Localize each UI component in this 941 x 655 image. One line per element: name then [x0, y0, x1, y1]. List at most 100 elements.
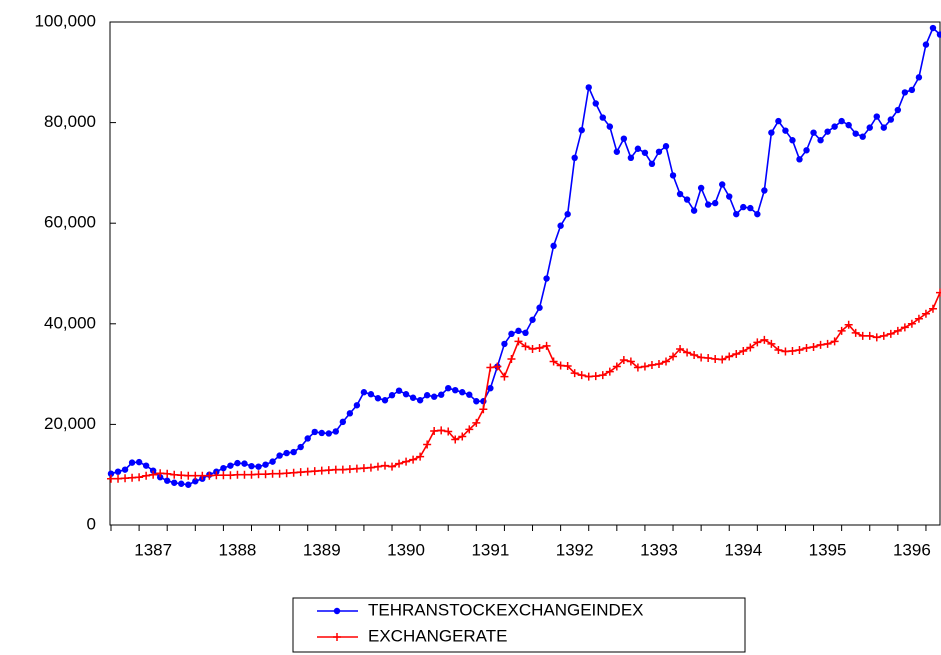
point — [761, 187, 768, 194]
point — [795, 345, 804, 354]
point — [466, 391, 473, 398]
point — [824, 128, 831, 135]
point — [121, 474, 130, 483]
point — [219, 471, 228, 480]
point — [733, 210, 740, 218]
point — [718, 355, 727, 364]
point — [128, 459, 136, 466]
point — [641, 149, 649, 156]
point — [226, 471, 235, 480]
legend-box — [292, 597, 746, 653]
point — [430, 426, 439, 435]
point — [831, 123, 838, 130]
point — [838, 117, 845, 125]
point — [803, 147, 810, 154]
point — [767, 339, 776, 348]
point — [437, 391, 445, 398]
point — [802, 343, 811, 352]
point — [746, 343, 755, 352]
point — [550, 242, 557, 250]
legend-label: EXCHANGERATE — [368, 626, 508, 645]
point — [296, 468, 305, 477]
point — [627, 154, 635, 162]
point — [508, 330, 515, 338]
point — [719, 181, 726, 188]
point — [514, 337, 523, 346]
point — [416, 452, 425, 461]
point — [915, 74, 923, 81]
point — [775, 117, 782, 125]
point — [135, 458, 143, 466]
point — [900, 323, 909, 332]
point — [282, 469, 291, 478]
point — [451, 435, 460, 444]
x-tick-label: 1388 — [219, 540, 257, 559]
point — [655, 148, 663, 155]
point — [409, 455, 418, 464]
point — [479, 405, 488, 414]
point — [192, 478, 199, 485]
point — [907, 319, 916, 328]
point — [845, 121, 852, 129]
point — [198, 471, 207, 480]
point — [591, 372, 600, 381]
point — [324, 466, 333, 475]
point — [185, 481, 192, 488]
point — [459, 389, 466, 396]
point — [789, 137, 796, 144]
y-tick-label: 0 — [87, 514, 96, 533]
point — [584, 372, 593, 381]
point — [170, 470, 179, 479]
point — [662, 143, 670, 150]
point — [844, 320, 853, 329]
point — [634, 145, 642, 152]
point — [248, 462, 255, 470]
point — [810, 129, 817, 136]
point — [262, 461, 269, 468]
point — [620, 135, 628, 142]
point — [809, 342, 818, 351]
point — [367, 391, 375, 398]
point — [240, 470, 249, 479]
point — [683, 196, 691, 203]
series-line — [111, 292, 941, 480]
point — [598, 371, 607, 380]
point — [331, 465, 340, 474]
point — [619, 356, 628, 365]
point — [107, 470, 115, 477]
point — [880, 124, 887, 131]
point — [500, 372, 509, 381]
point — [289, 468, 298, 477]
point — [852, 130, 859, 137]
y-tick-label: 40,000 — [44, 313, 96, 332]
point — [697, 353, 706, 362]
point — [339, 418, 347, 426]
point — [725, 352, 734, 361]
point — [297, 443, 304, 451]
point — [774, 345, 783, 354]
point — [303, 467, 312, 476]
point — [536, 304, 543, 311]
point — [178, 480, 185, 487]
point — [711, 355, 720, 364]
point — [149, 470, 158, 479]
point — [747, 204, 754, 212]
point — [760, 335, 769, 344]
point — [648, 160, 656, 168]
point — [592, 100, 599, 107]
point — [676, 344, 685, 353]
point — [114, 474, 123, 483]
point — [887, 116, 895, 123]
x-tick-label: 1389 — [303, 540, 341, 559]
point — [366, 463, 375, 472]
point — [886, 329, 895, 338]
point — [740, 203, 747, 211]
point — [437, 426, 446, 435]
point — [654, 360, 663, 369]
point — [823, 339, 832, 348]
point — [711, 199, 719, 207]
point — [557, 222, 564, 229]
point — [613, 148, 621, 155]
point — [352, 464, 361, 473]
point — [430, 393, 438, 400]
